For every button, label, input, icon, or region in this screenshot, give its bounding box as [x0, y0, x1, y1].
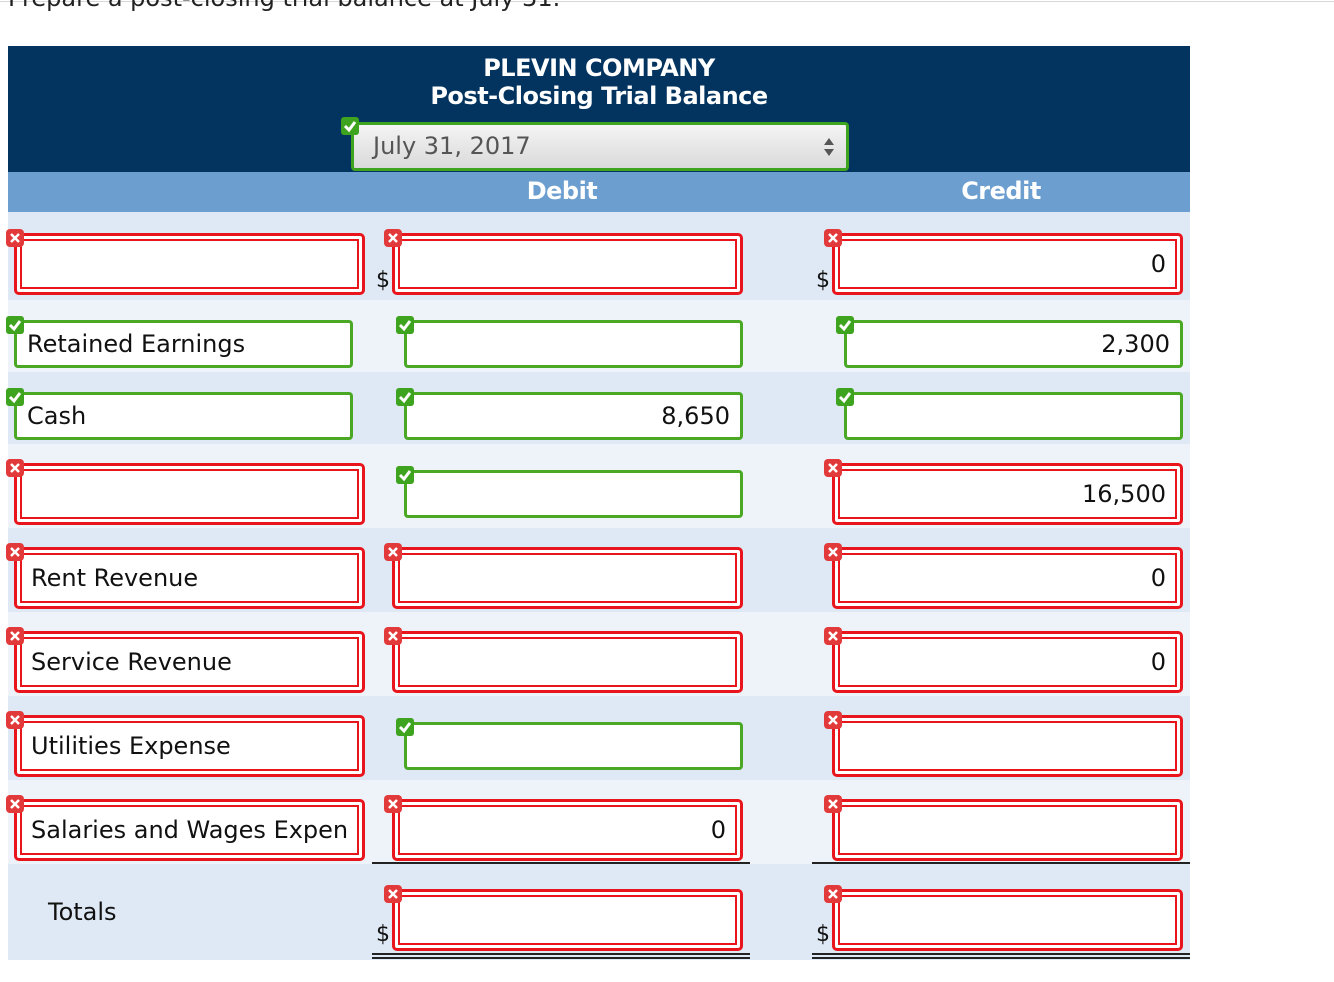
incorrect-icon — [824, 459, 842, 477]
account-input[interactable]: Service Revenue — [14, 631, 365, 693]
credit-input[interactable]: 16,500 — [832, 463, 1183, 525]
account-input[interactable]: Salaries and Wages Expen — [14, 799, 365, 861]
currency-sign: $ — [376, 268, 390, 293]
correct-icon — [836, 388, 854, 406]
company-name: PLEVIN COMPANY — [483, 54, 715, 82]
account-input[interactable]: Retained Earnings — [14, 320, 353, 368]
correct-icon — [6, 316, 24, 334]
debit-input[interactable] — [392, 233, 743, 295]
incorrect-icon — [824, 795, 842, 813]
debit-input[interactable] — [404, 470, 743, 518]
account-input[interactable] — [14, 233, 365, 295]
instruction: Prepare a post-closing trial balance at … — [8, 0, 560, 12]
incorrect-icon — [824, 229, 842, 247]
incorrect-icon — [6, 459, 24, 477]
double-rule — [372, 953, 750, 955]
debit-input[interactable] — [392, 889, 743, 951]
incorrect-icon — [824, 885, 842, 903]
double-rule — [372, 957, 750, 959]
credit-input[interactable]: 0 — [832, 233, 1183, 295]
correct-icon — [396, 466, 414, 484]
credit-input[interactable] — [832, 799, 1183, 861]
incorrect-icon — [384, 543, 402, 561]
divider — [0, 1, 1334, 2]
correct-icon — [341, 117, 359, 135]
date-select-value: July 31, 2017 — [373, 132, 531, 160]
double-rule — [812, 957, 1190, 959]
debit-input[interactable]: 0 — [392, 799, 743, 861]
currency-sign: $ — [376, 922, 390, 947]
incorrect-icon — [6, 627, 24, 645]
correct-icon — [6, 388, 24, 406]
incorrect-icon — [6, 795, 24, 813]
account-input[interactable] — [14, 463, 365, 525]
debit-header: Debit — [526, 177, 598, 205]
column-header: Debit Credit — [8, 172, 1190, 212]
incorrect-icon — [824, 711, 842, 729]
incorrect-icon — [6, 229, 24, 247]
credit-input[interactable]: 2,300 — [844, 320, 1183, 368]
correct-icon — [396, 316, 414, 334]
debit-input[interactable] — [392, 631, 743, 693]
statement-title: Post-Closing Trial Balance — [430, 82, 768, 110]
correct-icon — [836, 316, 854, 334]
sum-rule — [812, 862, 1190, 864]
correct-icon — [396, 388, 414, 406]
credit-input[interactable] — [844, 392, 1183, 440]
account-input[interactable]: Utilities Expense — [14, 715, 365, 777]
double-rule — [812, 953, 1190, 955]
select-arrows — [824, 138, 834, 156]
account-input[interactable]: Rent Revenue — [14, 547, 365, 609]
date-select[interactable]: July 31, 2017 — [351, 122, 849, 171]
incorrect-icon — [6, 543, 24, 561]
sum-rule — [372, 862, 750, 864]
correct-icon — [396, 718, 414, 736]
credit-input[interactable]: 0 — [832, 547, 1183, 609]
incorrect-icon — [384, 627, 402, 645]
debit-input[interactable]: 8,650 — [404, 392, 743, 440]
account-input[interactable]: Cash — [14, 392, 353, 440]
incorrect-icon — [824, 627, 842, 645]
debit-input[interactable] — [404, 320, 743, 368]
credit-input[interactable]: 0 — [832, 631, 1183, 693]
credit-input[interactable] — [832, 715, 1183, 777]
debit-input[interactable] — [404, 722, 743, 770]
incorrect-icon — [824, 543, 842, 561]
currency-sign: $ — [816, 268, 830, 293]
credit-header: Credit — [961, 177, 1041, 205]
debit-input[interactable] — [392, 547, 743, 609]
incorrect-icon — [384, 885, 402, 903]
currency-sign: $ — [816, 922, 830, 947]
incorrect-icon — [6, 711, 24, 729]
credit-input[interactable] — [832, 889, 1183, 951]
incorrect-icon — [384, 795, 402, 813]
incorrect-icon — [384, 229, 402, 247]
totals-label: Totals — [48, 898, 117, 926]
